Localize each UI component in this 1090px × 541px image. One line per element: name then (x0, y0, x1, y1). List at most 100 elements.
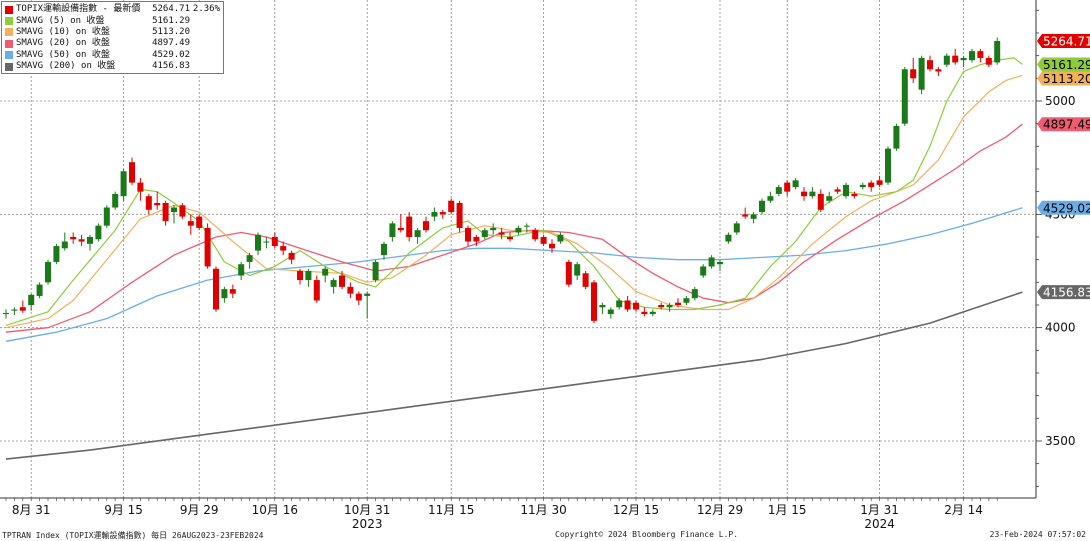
candle (658, 302, 665, 310)
candle (103, 205, 110, 228)
candle (456, 200, 463, 233)
candle-body (3, 312, 9, 315)
candle-body (540, 237, 547, 244)
candle (246, 252, 253, 269)
candle-body (952, 55, 959, 63)
candle (28, 293, 35, 311)
candle-body (95, 225, 102, 240)
candle (498, 227, 505, 240)
candle (322, 266, 329, 283)
candle (473, 234, 480, 247)
candle-body (784, 182, 791, 192)
candle (339, 271, 345, 290)
legend-box: TOPIX運輸設備指數 - 最新價 5264.71 2.36% SMAVG (5) … (1, 1, 224, 74)
candle-body (414, 230, 421, 237)
candle (288, 250, 295, 265)
candle-body (792, 180, 799, 188)
candle-body (70, 237, 77, 240)
candle (364, 291, 371, 319)
candle (305, 268, 312, 287)
candle-body (53, 246, 60, 262)
candle (708, 255, 715, 269)
candle-body (196, 216, 203, 228)
candle (616, 298, 623, 310)
candle-body (347, 286, 354, 294)
candle-body (280, 246, 287, 251)
candle (87, 234, 93, 251)
legend-swatch (5, 51, 13, 60)
candle-body (826, 196, 833, 201)
candle (70, 232, 77, 244)
last-value-label: 4529.02 (1037, 200, 1090, 215)
last-value-text: 5113.20 (1043, 72, 1090, 86)
candle-body (213, 268, 219, 310)
candle-body (918, 57, 925, 90)
candle (591, 280, 597, 324)
candle (61, 232, 68, 251)
candle (490, 223, 497, 235)
candle-body (389, 223, 396, 237)
candle (36, 282, 43, 299)
candle (775, 184, 782, 197)
candle (607, 307, 614, 319)
candle-body (708, 257, 715, 267)
candle-body (423, 221, 429, 231)
last-value-box (1037, 57, 1090, 72)
candle-body (431, 212, 438, 217)
candle-body (36, 284, 43, 296)
candle (985, 55, 992, 67)
candle-body (507, 237, 513, 240)
candle (238, 261, 245, 281)
candle (969, 48, 975, 63)
candle-body (666, 305, 673, 308)
sma-20-line (5, 123, 1023, 333)
candle-body (288, 252, 295, 260)
candle-body (851, 193, 858, 197)
candle-body (910, 69, 917, 79)
x-tick-label: 9月 15 (104, 503, 143, 517)
legend-swatch (5, 39, 13, 48)
candle-body (263, 241, 270, 243)
legend-swatch (5, 62, 13, 71)
candle (742, 207, 749, 219)
candle-body (759, 200, 765, 213)
candle-body (523, 225, 530, 227)
legend-row-sma5: SMAVG (5) on 收盤 5161.29 (5, 15, 220, 26)
candle (389, 221, 396, 242)
candle-body (448, 200, 455, 213)
sma-5-line (5, 57, 1023, 326)
x-tick-label: 1月 15 (768, 503, 807, 517)
candle (204, 223, 211, 269)
candle (53, 243, 60, 265)
candle-body (406, 216, 413, 237)
candle (162, 200, 169, 226)
legend-row-sma20: SMAVG (20) on 收盤 4897.49 (5, 38, 220, 49)
last-value-label: 4897.49 (1037, 117, 1090, 132)
candle-body (607, 309, 614, 315)
candle (633, 300, 639, 312)
candle-body (238, 264, 245, 276)
candle (725, 232, 732, 244)
x-tick-label: 1月 31 (860, 503, 899, 517)
last-value-text: 5161.29 (1043, 58, 1090, 72)
candle-body (11, 309, 18, 311)
candle-body (355, 293, 362, 301)
candle (179, 203, 186, 219)
candle (952, 48, 959, 65)
candle-body (187, 221, 194, 226)
candle (918, 55, 925, 95)
candle (271, 232, 278, 249)
candle-body (103, 207, 110, 226)
candle (733, 221, 740, 235)
candle-body (381, 243, 387, 256)
legend-name: SMAVG (10) on 收盤 (16, 26, 110, 37)
candle (868, 180, 875, 192)
candle (977, 48, 984, 63)
candle (196, 214, 203, 231)
legend-value: 4897.49 (152, 38, 190, 49)
candle-body (725, 234, 732, 242)
candle-body (809, 191, 816, 197)
candle (851, 191, 858, 199)
candle-body (271, 237, 278, 247)
candle (11, 307, 18, 316)
